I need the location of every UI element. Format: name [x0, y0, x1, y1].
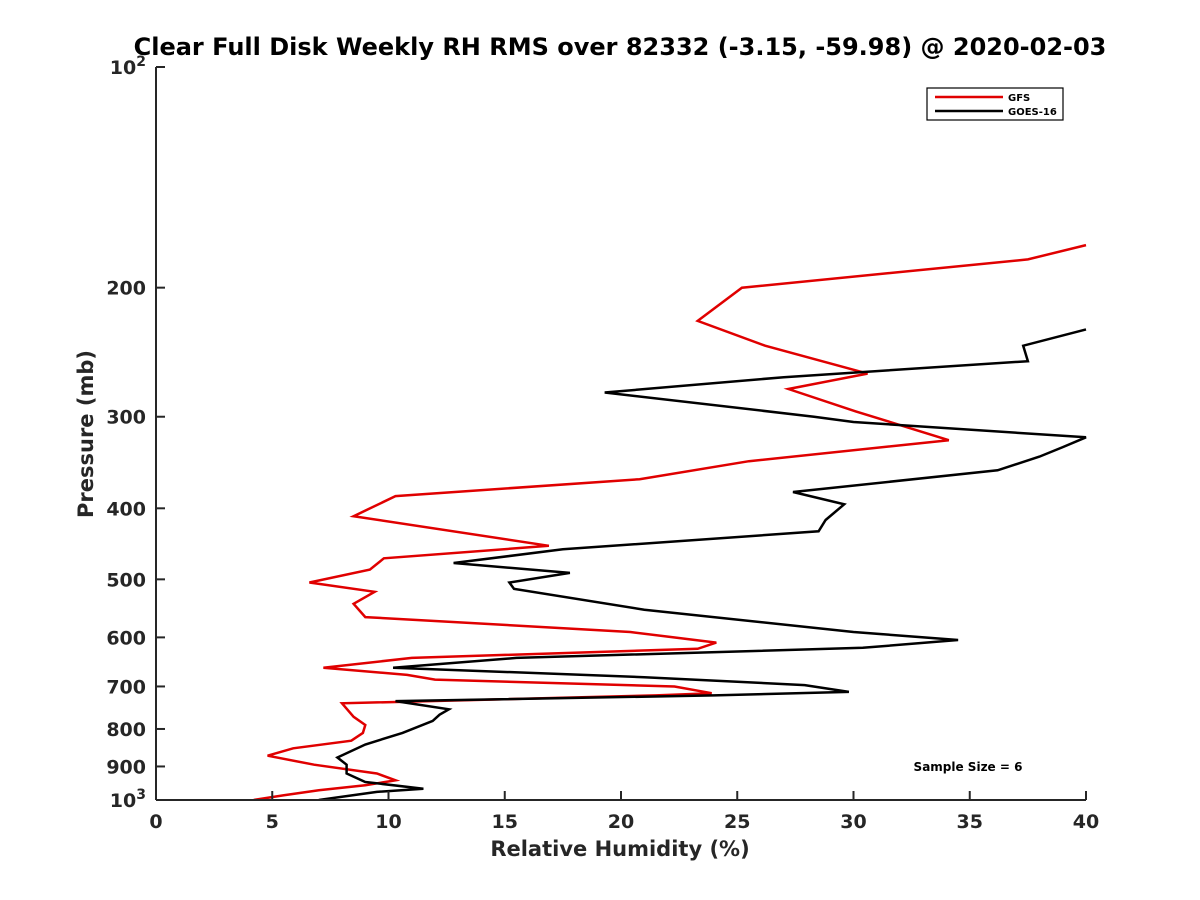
series-line-gfs — [253, 243, 1087, 800]
y-tick-label: 500 — [106, 569, 146, 591]
y-tick-label: 400 — [106, 498, 146, 520]
x-axis-label: Relative Humidity (%) — [490, 837, 749, 861]
legend: GFS GOES-16 — [926, 87, 1064, 121]
sample-size-annotation: Sample Size = 6 — [914, 760, 1023, 774]
y-tick-label: 700 — [106, 676, 146, 698]
series-line-goes16 — [318, 328, 1087, 800]
legend-box — [926, 87, 1064, 121]
x-tick-label: 25 — [724, 811, 750, 833]
x-tick-label: 0 — [149, 811, 162, 833]
y-tick-label: 103 — [110, 787, 146, 812]
legend-label-gfs: GFS — [1008, 93, 1030, 104]
x-tick-label: 15 — [492, 811, 518, 833]
x-tick-label: 20 — [608, 811, 634, 833]
y-tick-label: 800 — [106, 719, 146, 741]
legend-label-goes16: GOES-16 — [1008, 107, 1057, 118]
plot-area: 0 5 10 15 20 25 30 35 40 102 200 300 400 500 600 700 800… — [106, 54, 1099, 833]
x-tick-label: 5 — [266, 811, 279, 833]
x-tick-label: 35 — [957, 811, 983, 833]
x-tick-label: 10 — [375, 811, 401, 833]
y-tick-label: 900 — [106, 756, 146, 778]
x-tick-label: 40 — [1073, 811, 1099, 833]
y-tick-label: 200 — [106, 278, 146, 300]
y-tick-label: 600 — [106, 627, 146, 649]
y-tick-label: 102 — [110, 54, 146, 79]
y-tick-label: 300 — [106, 407, 146, 429]
y-axis-label: Pressure (mb) — [74, 350, 98, 518]
x-tick-label: 30 — [840, 811, 866, 833]
chart-title: Clear Full Disk Weekly RH RMS over 82332… — [134, 33, 1107, 61]
